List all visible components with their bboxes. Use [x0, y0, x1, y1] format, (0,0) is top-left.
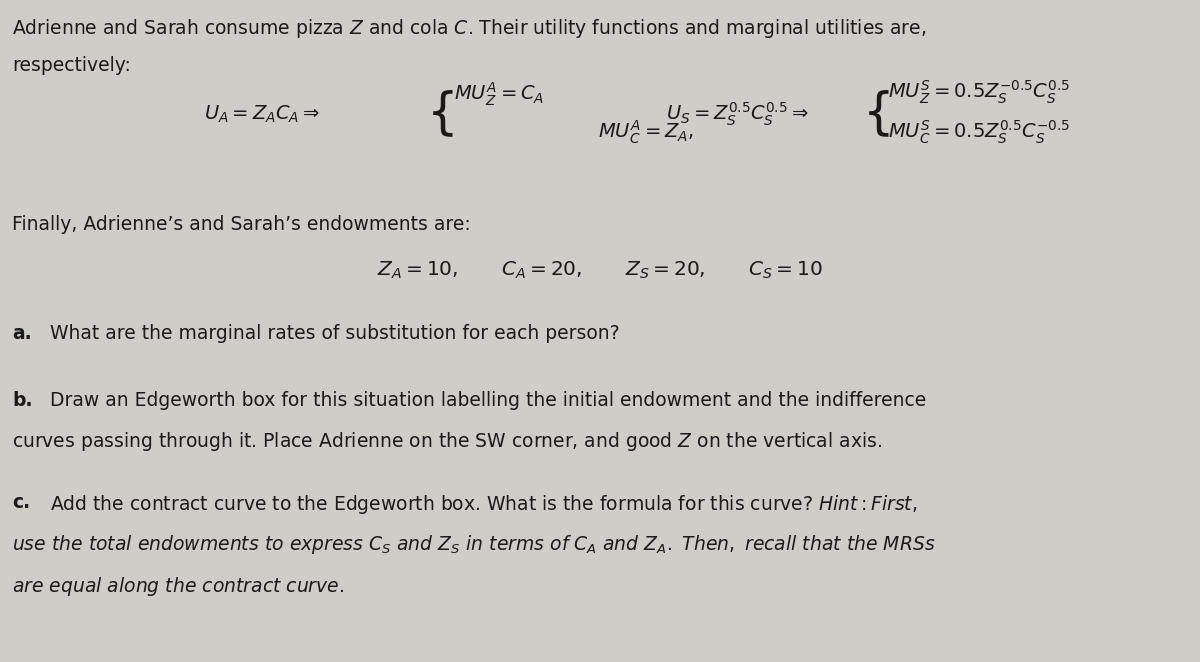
Text: $\mathit{use\ the\ total\ endowments\ to\ express\ C_S\ and\ Z_S\ in\ terms\ of\: $\mathit{use\ the\ total\ endowments\ to…	[12, 533, 935, 556]
Text: Finally, Adrienne’s and Sarah’s endowments are:: Finally, Adrienne’s and Sarah’s endowmen…	[12, 215, 470, 234]
Text: $U_A = Z_AC_A \Rightarrow$: $U_A = Z_AC_A \Rightarrow$	[204, 103, 320, 124]
Text: Add the contract curve to the Edgeworth box. What is the formula for this curve?: Add the contract curve to the Edgeworth …	[50, 493, 918, 516]
Text: $MU_Z^A = C_A$: $MU_Z^A = C_A$	[454, 80, 544, 108]
Text: $Z_A = 10, \qquad C_A = 20, \qquad Z_S = 20, \qquad C_S = 10$: $Z_A = 10, \qquad C_A = 20, \qquad Z_S =…	[377, 260, 823, 281]
Text: $MU_Z^S = 0.5Z_S^{-0.5}C_S^{0.5}$: $MU_Z^S = 0.5Z_S^{-0.5}C_S^{0.5}$	[888, 79, 1070, 107]
Text: a.: a.	[12, 324, 31, 344]
Text: $\{$: $\{$	[426, 89, 454, 139]
Text: $U_S = Z_S^{0.5}C_S^{0.5} \Rightarrow$: $U_S = Z_S^{0.5}C_S^{0.5} \Rightarrow$	[666, 100, 809, 128]
Text: Draw an Edgeworth box for this situation labelling the initial endowment and the: Draw an Edgeworth box for this situation…	[50, 391, 926, 410]
Text: $MU_C^S = 0.5Z_S^{0.5}C_S^{-0.5}$: $MU_C^S = 0.5Z_S^{0.5}C_S^{-0.5}$	[888, 118, 1070, 146]
Text: $MU_C^A = Z_A,$: $MU_C^A = Z_A,$	[598, 118, 694, 146]
Text: $\mathit{are\ equal\ along\ the\ contract\ curve.}$: $\mathit{are\ equal\ along\ the\ contrac…	[12, 575, 344, 598]
Text: Adrienne and Sarah consume pizza $Z$ and cola $C$. Their utility functions and m: Adrienne and Sarah consume pizza $Z$ and…	[12, 17, 926, 40]
Text: $\{$: $\{$	[862, 89, 889, 139]
Text: b.: b.	[12, 391, 32, 410]
Text: curves passing through it. Place Adrienne on the SW corner, and good $Z$ on the : curves passing through it. Place Adrienn…	[12, 430, 882, 453]
Text: respectively:: respectively:	[12, 56, 131, 75]
Text: What are the marginal rates of substitution for each person?: What are the marginal rates of substitut…	[50, 324, 620, 344]
Text: c.: c.	[12, 493, 30, 512]
